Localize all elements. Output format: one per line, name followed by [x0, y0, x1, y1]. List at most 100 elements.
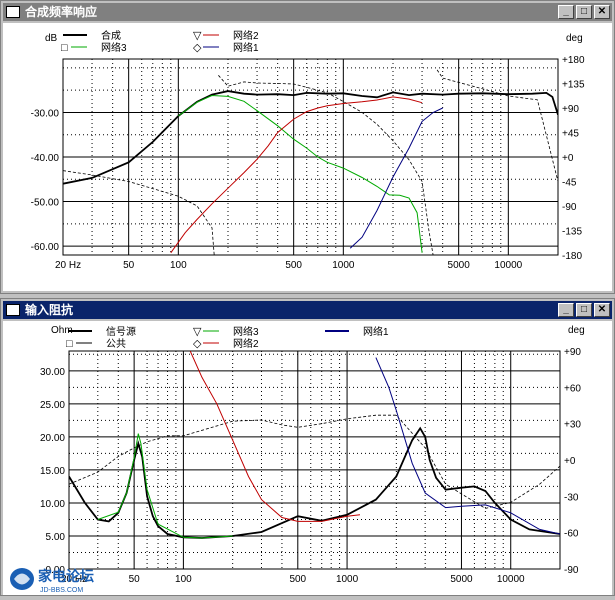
legend-marker: □ — [61, 42, 68, 54]
x-tick-label: 500 — [285, 260, 302, 271]
y2-tick-label: +90 — [562, 104, 579, 115]
site-logo: 家电论坛 JD-BBS.COM — [8, 564, 128, 594]
x-tick-label: 10000 — [497, 574, 525, 585]
series-line — [97, 433, 233, 539]
close-button[interactable]: ✕ — [594, 5, 610, 19]
titlebar[interactable]: 合成频率响应 _ □ ✕ — [3, 3, 612, 21]
y-tick-label: 0.00 — [46, 565, 66, 576]
y-tick-label: 20.00 — [40, 433, 65, 444]
y2-tick-label: +0 — [562, 153, 574, 164]
series-phase — [63, 69, 558, 255]
legend-label: 网络1 — [233, 41, 259, 54]
close-button[interactable]: ✕ — [594, 303, 610, 317]
plot-area-impedance[interactable]: Ohm deg 30.00 25.00 20.00 15.00 10.00 5.00 0.00 +… — [3, 321, 612, 595]
y-tick-label: -30.00 — [31, 108, 60, 119]
legend-label: 网络2 — [233, 29, 259, 42]
legend-marker: ▽ — [193, 30, 202, 42]
legend-item: □ 公共 — [66, 338, 126, 350]
window-icon[interactable] — [6, 6, 20, 18]
legend-label: 信号源 — [106, 325, 136, 338]
y2-tick-label: +0 — [564, 456, 576, 467]
legend-item: ◇ 网络2 — [193, 337, 259, 350]
y2-tick-label: -90 — [564, 565, 579, 576]
x-tick-label: 5000 — [448, 260, 471, 271]
x-tick-label: 10000 — [494, 260, 522, 271]
window-input-impedance: 输入阻抗 _ □ ✕ Ohm deg 30.00 25.00 20.00 15.00 10.… — [0, 298, 615, 596]
legend-marker: ▽ — [193, 326, 202, 338]
y2-axis-label: deg — [568, 325, 585, 336]
legend-item: 信号源 — [68, 325, 136, 338]
legend-item: □ 网络3 — [61, 41, 127, 54]
y2-tick-label: -135 — [562, 227, 582, 238]
logo-subtext: JD-BBS.COM — [40, 587, 83, 594]
y2-tick-label: -30 — [564, 492, 579, 503]
y2-tick-label: -45 — [562, 178, 577, 189]
legend-marker: □ — [66, 338, 73, 350]
series-line — [375, 357, 560, 535]
series-line — [178, 94, 423, 253]
plot-frame — [68, 350, 561, 570]
plot-area-frequency[interactable]: dB deg -30.00 -40.00 -50.00 -60.00 +180 +135 +90… — [3, 23, 612, 291]
x-tick-label: 5000 — [450, 574, 473, 585]
series-phase — [69, 414, 560, 509]
y2-tick-label: -180 — [562, 251, 582, 262]
y2-tick-label: +180 — [562, 55, 585, 66]
y2-tick-label: +30 — [564, 420, 581, 431]
y2-axis-label: deg — [566, 33, 583, 44]
titlebar[interactable]: 输入阻抗 _ □ ✕ — [3, 301, 612, 319]
y2-tick-label: +60 — [564, 383, 581, 394]
x-tick-label: 1000 — [332, 260, 355, 271]
minimize-button[interactable]: _ — [558, 303, 574, 317]
series-line — [170, 96, 423, 254]
legend-label: 网络1 — [363, 325, 389, 338]
y-tick-label: 15.00 — [40, 466, 65, 477]
legend-item: ▽ 网络3 — [193, 325, 259, 338]
y-tick-label: -50.00 — [31, 198, 60, 209]
window-frequency-response: 合成频率响应 _ □ ✕ dB deg -30.00 -40.00 -50.00 -60.… — [0, 0, 615, 294]
y2-tick-label: -60 — [564, 529, 579, 540]
logo-text: 家电论坛 — [38, 568, 94, 584]
y-axis-label: Ohm — [51, 325, 73, 336]
x-tick-label: 100 — [170, 260, 187, 271]
y2-tick-label: -90 — [562, 202, 577, 213]
x-tick-label: 50 — [129, 574, 141, 585]
x-tick-label: 20 Hz — [61, 574, 87, 585]
legend-item: ▽ 网络2 — [193, 29, 259, 42]
y2-tick-label: +45 — [562, 129, 579, 140]
x-tick-label: 20 Hz — [55, 260, 81, 271]
y2-tick-label: +90 — [564, 347, 581, 358]
grid — [69, 351, 560, 570]
minimize-button[interactable]: _ — [558, 5, 574, 19]
legend-marker: ◇ — [193, 338, 202, 350]
legend-label: 网络3 — [101, 41, 127, 54]
legend-label: 网络2 — [233, 337, 259, 350]
legend-item: 合成 — [63, 29, 121, 42]
y2-tick-label: +135 — [562, 80, 585, 91]
legend-item: 网络1 — [325, 325, 389, 338]
legend-label: 公共 — [106, 338, 126, 350]
series-line — [349, 107, 443, 249]
series-line — [189, 351, 361, 522]
maximize-button[interactable]: □ — [576, 303, 592, 317]
x-tick-label: 1000 — [336, 574, 359, 585]
window-title: 合成频率响应 — [25, 5, 98, 19]
window-title: 输入阻抗 — [25, 303, 74, 317]
y-tick-label: -60.00 — [31, 242, 60, 253]
x-tick-label: 500 — [289, 574, 306, 585]
maximize-button[interactable]: □ — [576, 5, 592, 19]
x-tick-label: 100 — [175, 574, 192, 585]
y-tick-label: 30.00 — [40, 367, 65, 378]
x-tick-label: 50 — [123, 260, 135, 271]
legend-label: 网络3 — [233, 325, 259, 338]
window-icon[interactable] — [6, 304, 20, 316]
input-impedance-chart[interactable]: Ohm deg 30.00 25.00 20.00 15.00 10.00 5.00 0.00 +… — [3, 321, 614, 595]
legend-label: 合成 — [101, 29, 121, 42]
legend-marker: ◇ — [193, 42, 202, 54]
y-tick-label: 10.00 — [40, 499, 65, 510]
y-tick-label: -40.00 — [31, 153, 60, 164]
y-tick-label: 5.00 — [46, 532, 66, 543]
y-axis-label: dB — [45, 33, 58, 44]
frequency-response-chart[interactable]: dB deg -30.00 -40.00 -50.00 -60.00 +180 +135 +90… — [3, 23, 614, 291]
y-tick-label: 25.00 — [40, 400, 65, 411]
legend-item: ◇ 网络1 — [193, 41, 259, 54]
